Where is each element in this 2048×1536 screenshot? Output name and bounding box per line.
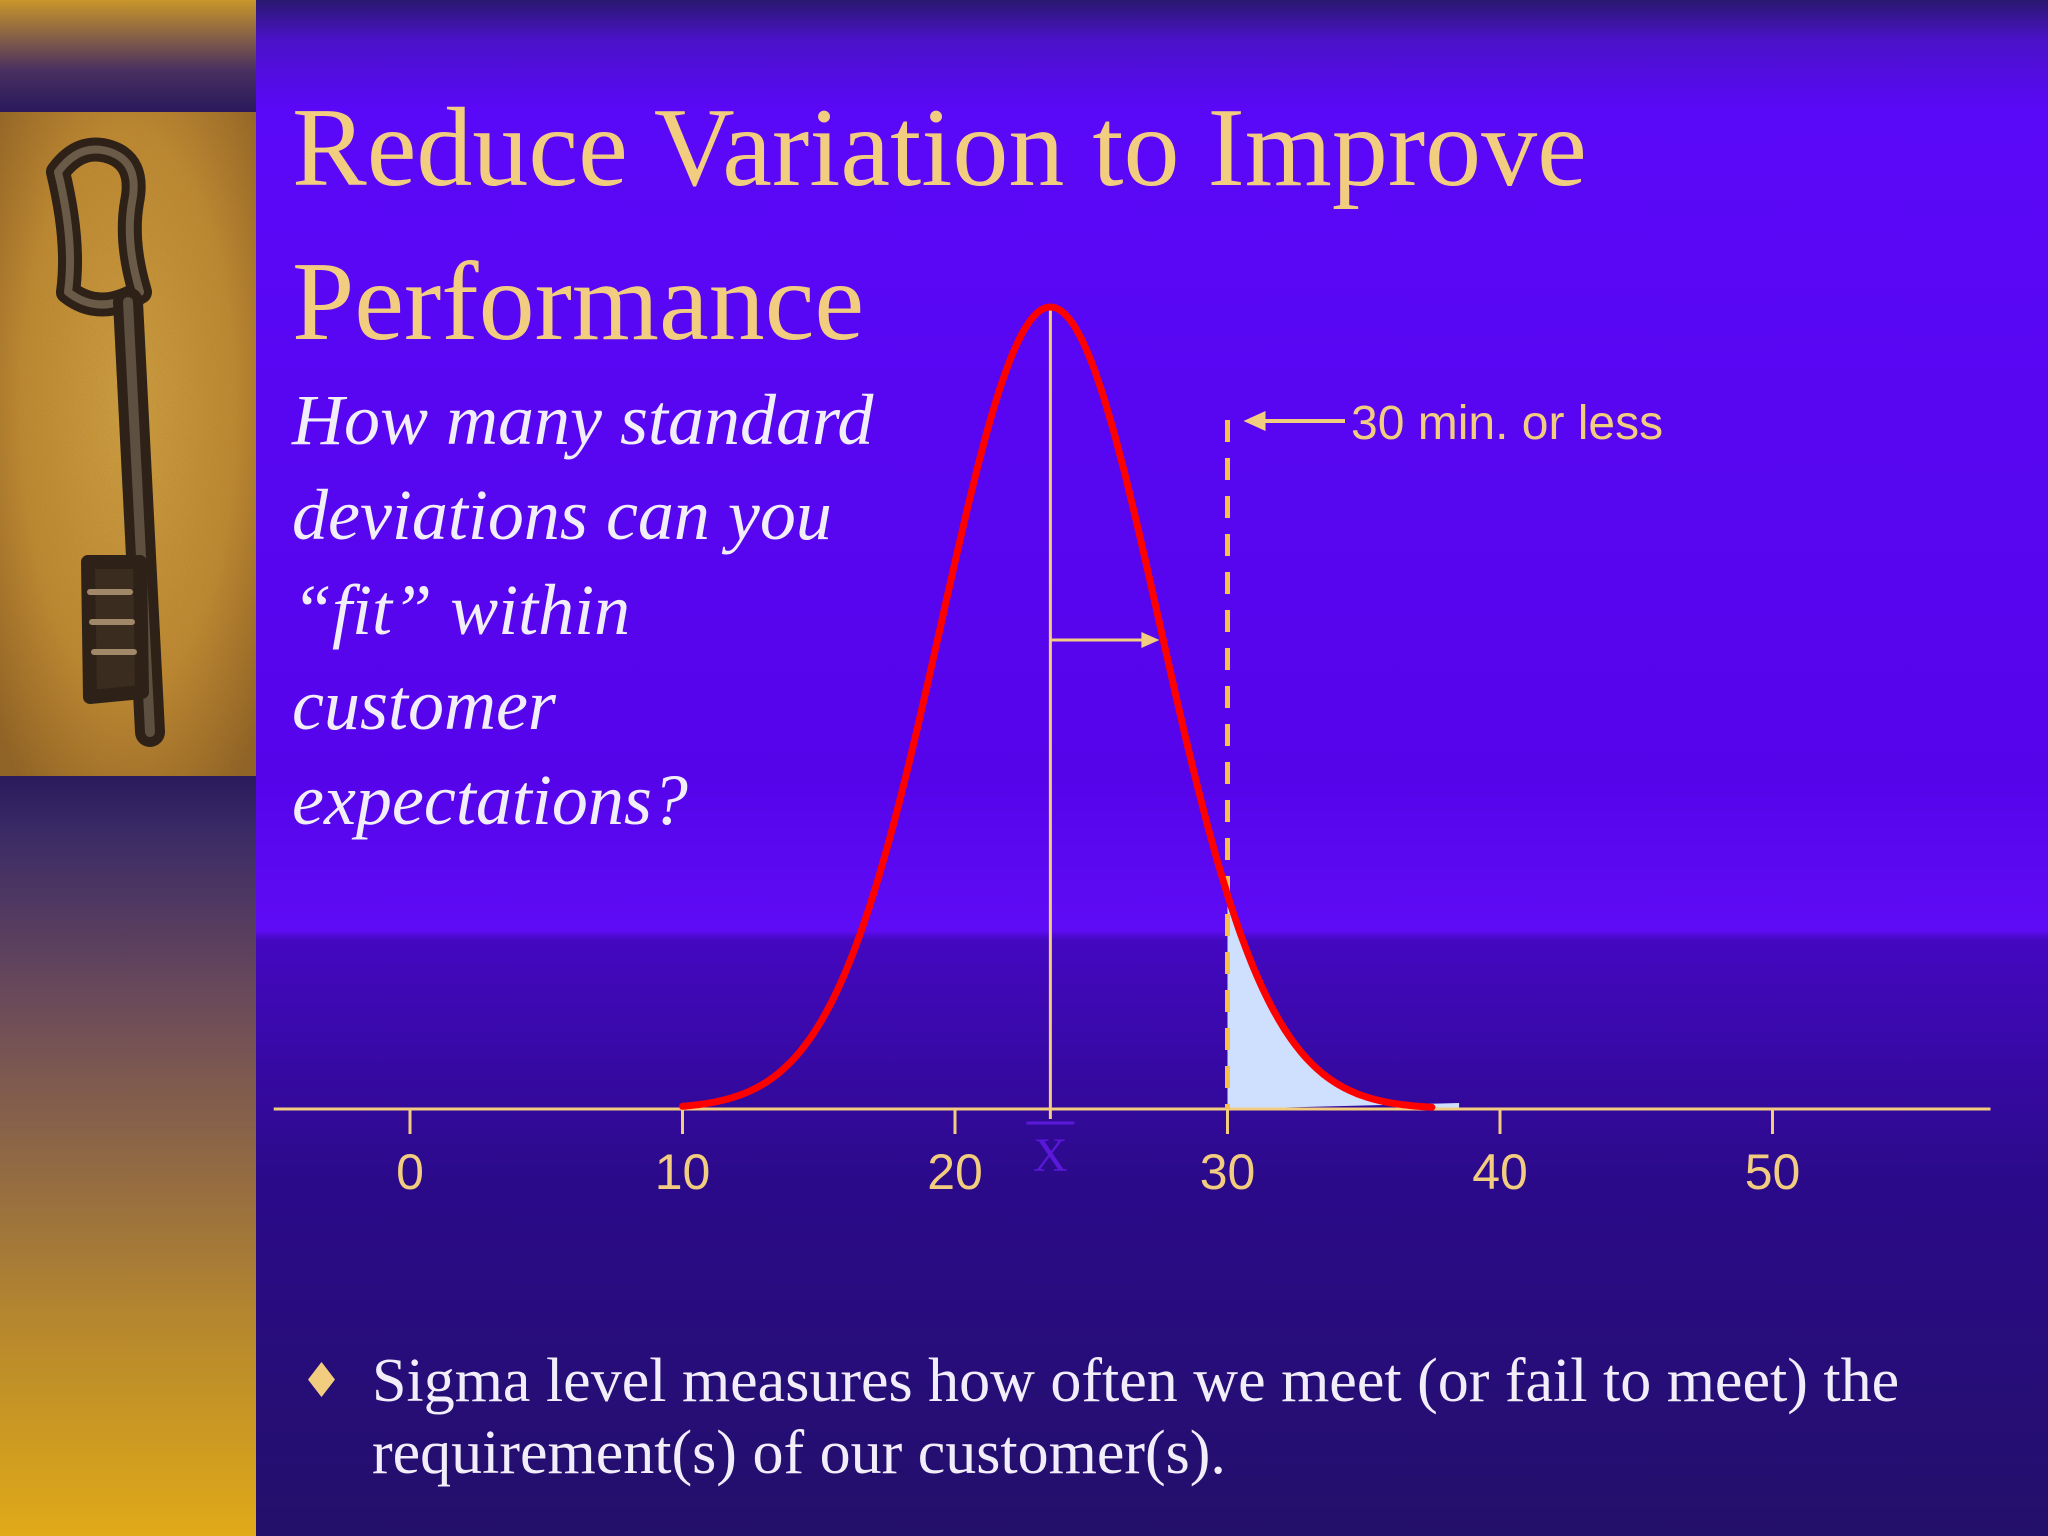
x-tick-label: 0	[396, 1144, 424, 1200]
spec-arrowhead-icon	[1243, 411, 1266, 431]
question-line-2: deviations can you	[292, 475, 832, 555]
x-tick-label: 10	[655, 1144, 711, 1200]
x-tick-label: 40	[1472, 1144, 1528, 1200]
question-line-4: customer	[292, 665, 556, 745]
tail-shaded-area	[1227, 894, 1460, 1109]
x-tick-label: 50	[1745, 1144, 1801, 1200]
key-photo	[0, 112, 256, 776]
spec-limit-label: 30 min. or less	[1351, 397, 1663, 450]
slide-title-line-2: Performance	[292, 240, 865, 364]
slide-background	[256, 0, 2048, 1536]
question-line-3: “fit” within	[292, 570, 631, 650]
question-line-1: How many standard	[292, 380, 874, 460]
sigma-arrowhead-icon	[1141, 632, 1160, 648]
x-tick-label: 30	[1200, 1144, 1256, 1200]
key-icon	[46, 137, 165, 747]
x-tick-label: 20	[927, 1144, 983, 1200]
bell-curve-line	[679, 303, 1436, 1111]
bullet-text: Sigma level measures how often we meet (…	[372, 1347, 1900, 1487]
mean-label: X	[1033, 1129, 1068, 1182]
diamond-bullet-icon: ♦	[300, 1353, 344, 1409]
question-line-5: expectations?	[292, 760, 688, 840]
slide-title-line-1: Reduce Variation to Improve	[292, 86, 1587, 210]
